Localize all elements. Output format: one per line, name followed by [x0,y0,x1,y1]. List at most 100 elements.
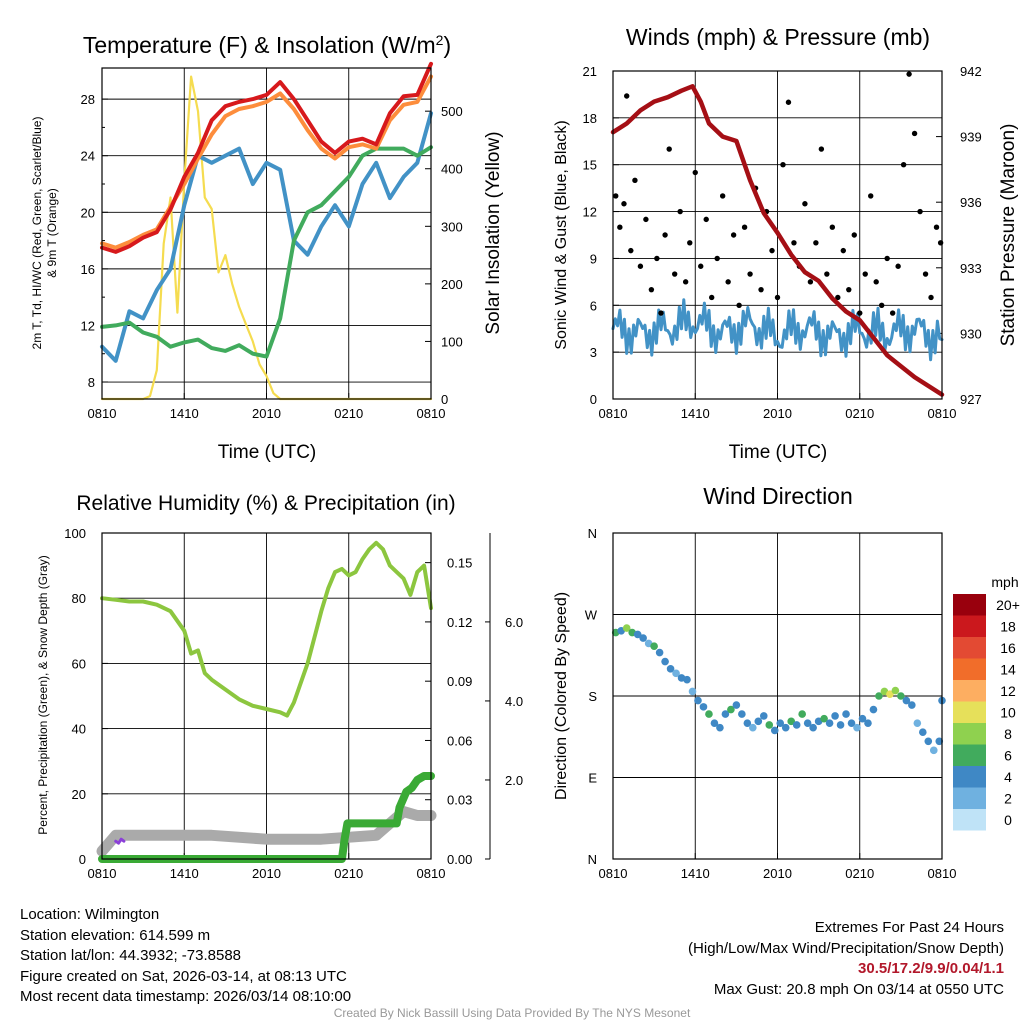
panel2-gust-point [774,294,781,301]
panel2-gust-point [791,240,797,246]
panel2-gust-point [621,201,627,207]
panel2-gust-point [846,286,852,293]
panel1-ytick-right-label: 100 [441,334,463,349]
panel4-direction-point [727,705,735,714]
panel4-direction-point [809,723,817,732]
panel1-ylabel-line1: 2m T, Td, HI/WC (Red, Green, Scarlet/Blu… [30,117,44,350]
panel1-title-sup: 2 [436,32,444,48]
panel2-ytick-label: 15 [583,158,597,173]
panel4-direction-point [710,719,719,727]
panel4-direction-point [798,710,806,718]
wind-speed-legend-swatch [953,787,986,809]
panel3-precip-tick-label: 0.00 [447,852,472,867]
panel2-xtick-label: 0210 [845,406,874,421]
panel2-gust-point [714,255,720,262]
panel3-precip-tick-label: 0.15 [447,556,472,571]
panel1-title-end: ) [443,32,451,58]
panel4-direction-point [716,723,724,732]
panel4-direction-point [787,717,796,726]
panel1-ytick-right-label: 200 [441,277,463,292]
panel4-direction-point [825,719,834,727]
panel4-direction-point [672,669,680,678]
panel2-gust-point [725,279,731,285]
panel1-series-solar-insolation [100,75,433,401]
panel3-precip-tick-label: 0.06 [447,733,472,748]
panel4-direction-point [759,712,768,720]
panel2-gust-point [637,263,644,269]
panel4-xtick-label: 0810 [599,866,628,881]
panel2-gust-point [895,263,901,269]
panel2-ylabel-right: Station Pressure (Maroon) [998,124,1019,347]
latlon-line: Station lat/lon: 44.3932; -73.8588 [20,947,242,964]
panel4-direction-point [929,746,938,755]
extremes-info: Extremes For Past 24 Hours (High/Low/Max… [688,918,1004,1000]
panel3-ylabel-left: Percent, Precipitation (Green), & Snow D… [36,555,50,834]
panel1-ytick-label: 20 [81,205,95,220]
panel4-direction-point [738,710,746,718]
panel4-direction-point [622,624,631,632]
panel2-gust-point [878,302,885,308]
panel4-direction-point [847,719,856,727]
panel4-direction-point [836,721,845,729]
panel4-direction-point [792,721,801,729]
panel2-ylabel-left: Sonic Wind & Gust (Blue, Black) [553,120,570,349]
panel2-gust-point [868,193,874,199]
panel1-ylabel-right: Solar Insolation (Yellow) [483,131,504,334]
panel2-gust-point [851,232,857,238]
wind-speed-legend-label: 8 [1004,726,1012,742]
timestamp-line: Most recent data timestamp: 2026/03/14 0… [20,988,352,1005]
panel2-gust-point [658,310,664,316]
panel2-gust-point [884,255,890,262]
panel4-direction-point [919,728,927,737]
panel4-direction-point [639,634,647,642]
wind-speed-legend-swatch [953,680,986,702]
panel2-gust-point [736,302,742,308]
panel2-gust-point [698,263,704,269]
panel2-gust-point [928,294,934,301]
panel2-gust-point [671,271,678,277]
panel1-ytick-label: 16 [81,262,95,277]
panel1-series-hi-wc [100,111,433,363]
panel4-direction-point [770,726,779,735]
panel1-xtick-label: 1410 [170,406,199,421]
wind-speed-legend-label: 12 [1000,683,1016,699]
panel2-gust-point [911,130,918,137]
panel3-ytick-label: 40 [72,722,86,737]
panel2-xtick-label: 0810 [928,406,957,421]
panel2-gust-point [628,247,634,254]
panel1-ytick-right-label: 400 [441,162,463,177]
panel4-direction-point [908,701,916,709]
panel2-ytick-label: 0 [590,392,597,407]
panel2-gust-point [624,93,630,99]
panel3-xtick-label: 1410 [170,866,199,881]
panel2-gust-point [692,169,698,176]
panel2-gust-point [632,177,638,184]
panel4-ytick-label: W [585,608,598,623]
panel3-series-snow-purple [114,837,126,845]
panel2-gust-point [730,232,737,238]
panel2-ytick-label: 9 [590,251,597,266]
panel4-direction-point [820,714,828,723]
panel4-direction-point [864,719,872,727]
panel2-gust-point [677,208,683,215]
panel4-direction-point [705,710,713,718]
panel4-direction-point [897,692,905,700]
panel4-ytick-label: E [588,771,597,786]
panel3-xtick-label: 2010 [252,866,281,881]
location-line: Location: Wilmington [20,906,160,923]
panel4-direction-point [743,719,752,727]
wind-speed-legend-swatch [953,701,986,723]
panel4-direction-point [661,657,669,666]
extremes-title: Extremes For Past 24 Hours [814,919,1004,936]
panel1-xtick-label: 0210 [334,406,363,421]
panel2-gust-point [617,224,623,230]
panel2-gust-point [835,294,841,301]
panel4-frame [612,532,943,860]
panel4-ytick-label: S [588,689,597,704]
panel4-xtick-label: 0210 [845,866,874,881]
panel2-gust-point [703,216,709,223]
wind-speed-legend-title: mph [991,574,1018,590]
panel4-direction-point [650,642,658,650]
wind-speed-legend-label: 14 [1000,662,1016,678]
panel2-gust-point [807,279,814,285]
